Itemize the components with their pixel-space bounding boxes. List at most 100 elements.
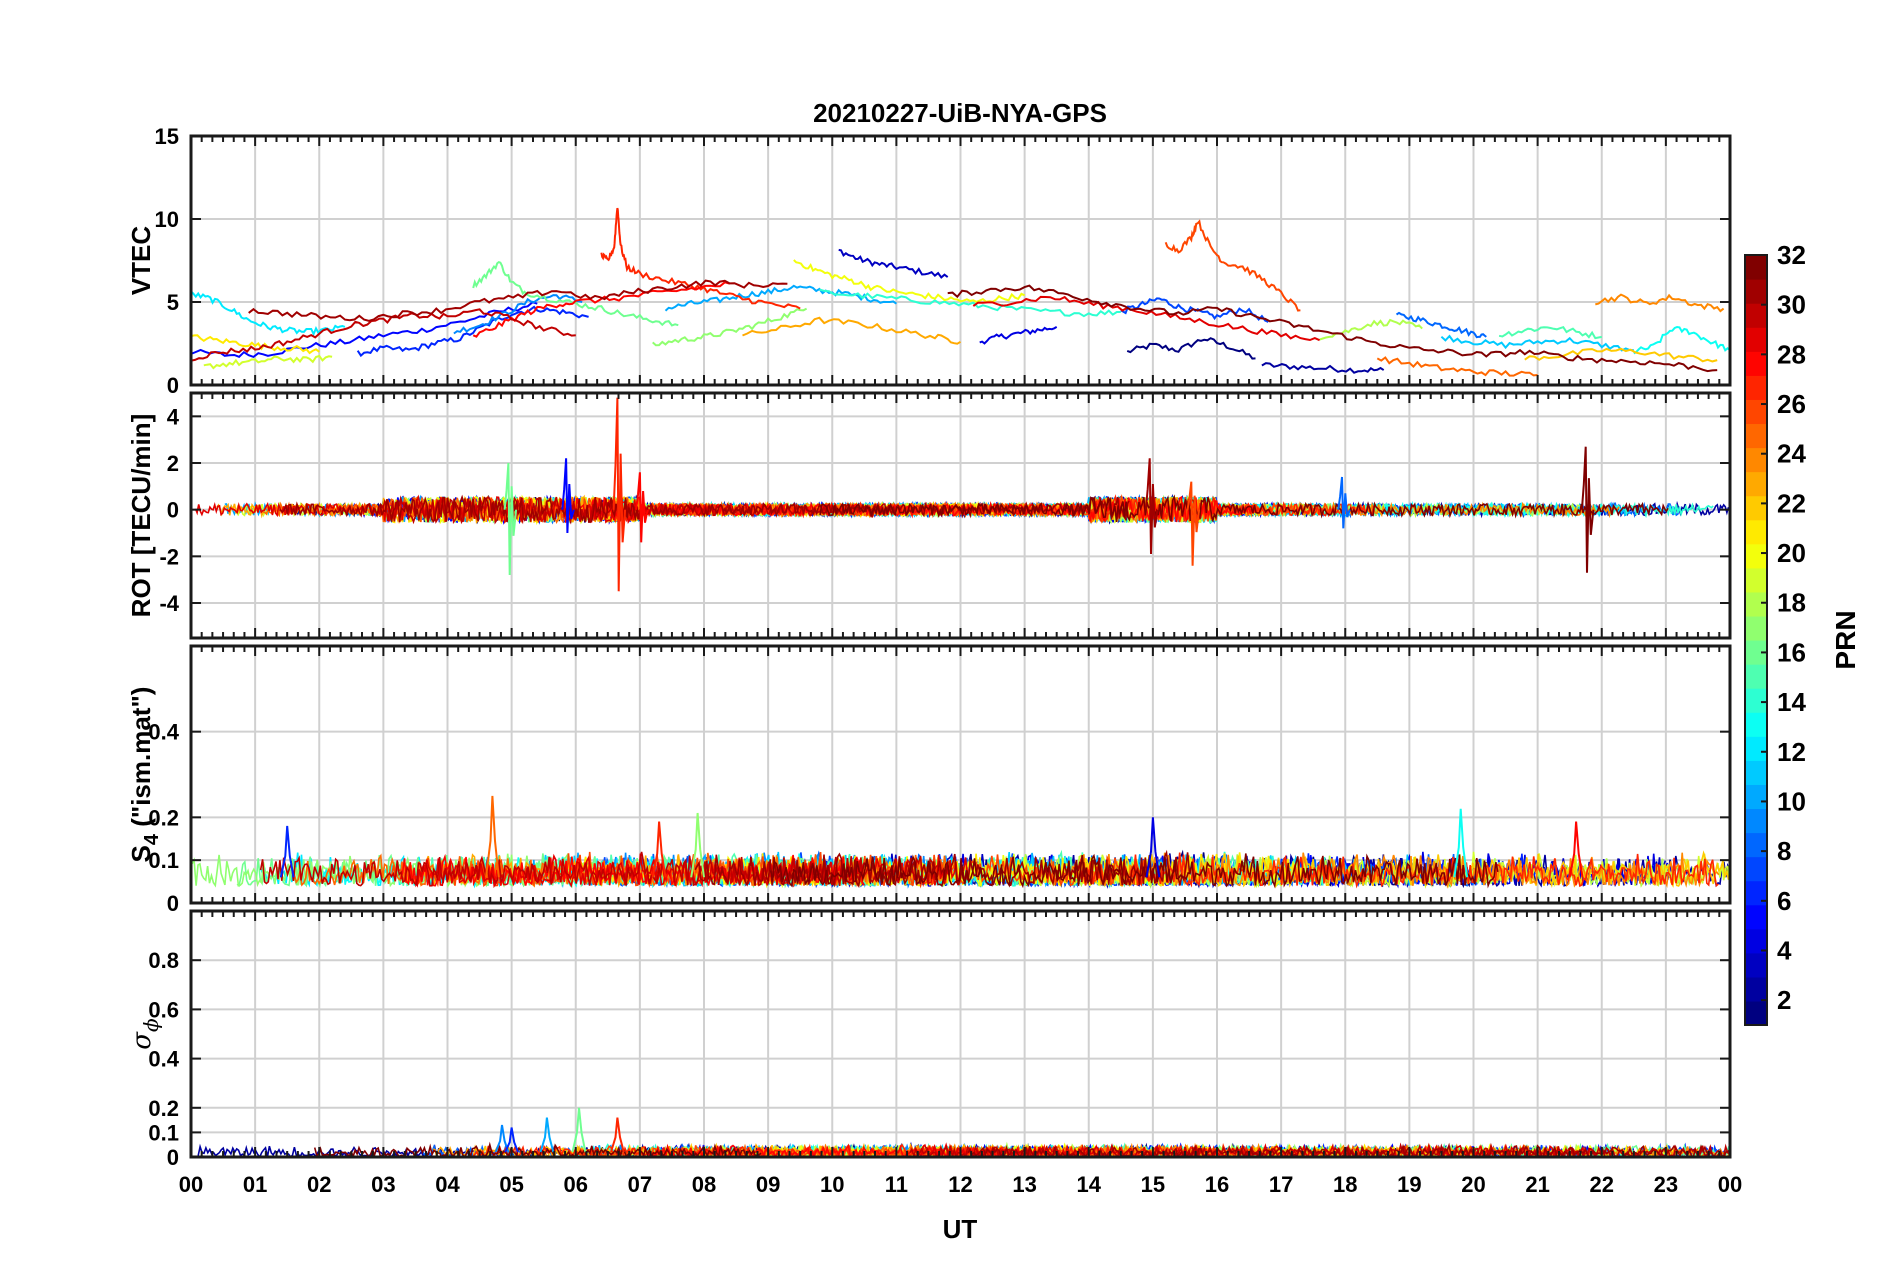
x-tick-label: 09 — [756, 1172, 780, 1197]
y-tick-label: 15 — [155, 124, 179, 149]
colorbar-tick-label: 2 — [1777, 985, 1791, 1015]
panel-3: 00.10.20.4S4 ("ism.mat") — [126, 644, 1732, 916]
x-tick-label: 21 — [1525, 1172, 1549, 1197]
colorbar-segment — [1745, 591, 1767, 617]
x-tick-label: 04 — [435, 1172, 460, 1197]
peak-prn-16 — [571, 1107, 587, 1153]
y-ticks: 00.10.2 0.4 0.6 0.8 — [148, 948, 1730, 1170]
grid — [191, 911, 1730, 1158]
spike-prn-16 — [503, 462, 518, 576]
colorbar-tick-label: 6 — [1777, 886, 1791, 916]
colorbar-segment — [1745, 615, 1767, 641]
peak-prn-27 — [651, 821, 667, 878]
y-tick-label: 0.2 — [148, 805, 179, 830]
peak-prn-17 — [690, 812, 705, 878]
x-tick-label: 15 — [1141, 1172, 1165, 1197]
peak-prn-27 — [610, 1117, 625, 1153]
y-axis-label: ROT [TECU/min] — [126, 414, 156, 618]
x-ticks — [190, 911, 1731, 1157]
y-tick-label: 0 — [167, 498, 179, 523]
spike-prn-26 — [1186, 481, 1200, 566]
colorbar-segment — [1745, 736, 1767, 761]
y-ticks: -4 -2 0 2 4 — [159, 404, 1730, 616]
x-tick-label: 03 — [371, 1172, 395, 1197]
series-line-prn-25 — [1376, 356, 1538, 377]
y-ticks: 0 5 10 15 — [155, 124, 1730, 398]
colorbar-tick-label: 26 — [1777, 389, 1806, 419]
y-tick-label: 0 — [167, 1145, 179, 1170]
series-line-prn-26 — [1164, 219, 1301, 312]
series-line-prn-15 — [1498, 326, 1602, 340]
y-tick-label: 10 — [155, 207, 179, 232]
x-axis: 00 01 02 03 04 05 06 07 08 09 10 11 12 13 14 15 16 17 18 19… — [179, 1172, 1742, 1197]
colorbar-segment — [1745, 880, 1767, 906]
y-tick-label: 0.4 — [148, 1047, 179, 1072]
colorbar-segment — [1745, 543, 1767, 569]
colorbar-segment — [1745, 1000, 1767, 1026]
series-line-prn-21 — [191, 334, 320, 355]
colorbar-segment — [1745, 351, 1767, 376]
x-tick-label: 17 — [1269, 1172, 1293, 1197]
series-line-prn-4 — [979, 326, 1058, 345]
colorbar-tick-label: 32 — [1777, 240, 1806, 270]
colorbar-segment — [1745, 952, 1767, 978]
peak-prn-4 — [1145, 817, 1161, 878]
colorbar-segment — [1745, 375, 1767, 400]
x-tick-label: 14 — [1077, 1172, 1102, 1197]
x-ticks — [190, 646, 1731, 903]
colorbar-segment — [1745, 471, 1767, 497]
grid — [191, 135, 1730, 386]
x-tick-label: 22 — [1590, 1172, 1614, 1197]
x-tick-label: 19 — [1397, 1172, 1421, 1197]
series-line-prn-5 — [191, 301, 538, 359]
y-tick-label: 0.1 — [148, 1120, 179, 1145]
colorbar-segment — [1745, 784, 1767, 810]
colorbar-segment — [1745, 688, 1767, 713]
series-line-prn-27 — [600, 207, 801, 310]
x-tick-label: 13 — [1012, 1172, 1036, 1197]
colorbar-tick-label: 14 — [1777, 687, 1806, 717]
peak-prn-10 — [539, 1117, 555, 1153]
y-tick-label: -2 — [159, 544, 179, 569]
panel-2: -4 -2 0 2 4 ROT [TECU/min] — [126, 391, 1732, 640]
series-line-prn-28 — [472, 281, 730, 338]
colorbar-segment — [1745, 567, 1767, 593]
x-tick-label: 18 — [1333, 1172, 1357, 1197]
chart-title: 20210227-UiB-NYA-GPS — [813, 98, 1107, 128]
y-tick-label: 4 — [167, 404, 180, 429]
colorbar-segment — [1745, 928, 1767, 954]
colorbar-segment — [1745, 808, 1767, 834]
y-tick-label: 0.1 — [148, 848, 179, 873]
colorbar-label: PRN — [1830, 610, 1861, 669]
plot-area — [194, 397, 1730, 592]
y-axis-label-suffix: ("ism.mat") — [126, 687, 156, 834]
x-tick-label: 02 — [307, 1172, 331, 1197]
colorbar-tick-label: 20 — [1777, 538, 1806, 568]
peak-prn-13 — [1453, 808, 1469, 878]
colorbar-tick-label: 30 — [1777, 290, 1806, 320]
series-line-prn-14 — [819, 288, 1121, 318]
colorbar-segment — [1745, 447, 1767, 473]
y-tick-label: 0.6 — [148, 997, 179, 1022]
colorbar-segment — [1745, 760, 1767, 785]
x-tick-label: 11 — [885, 1172, 908, 1197]
series-line-prn-16 — [472, 260, 679, 327]
series-line-prn-6 — [356, 305, 589, 358]
x-tick-label: 00 — [179, 1172, 203, 1197]
colorbar-segment — [1745, 832, 1767, 858]
series-line-prn-32 — [313, 1141, 762, 1157]
series-line-prn-31 — [279, 494, 1130, 524]
series-line-prn-9 — [453, 294, 583, 335]
series-line-prn-20 — [793, 259, 1026, 303]
series-line-prn-8 — [1395, 311, 1487, 339]
spike-prn-31 — [1144, 458, 1159, 555]
y-tick-label: 0.8 — [148, 948, 179, 973]
y-axis-label-main: S — [126, 845, 156, 862]
colorbar-tick-label: 4 — [1777, 935, 1792, 965]
y-tick-label: 0 — [167, 373, 179, 398]
spike-prn-27 — [612, 397, 627, 592]
colorbar-tick-label: 22 — [1777, 488, 1806, 518]
